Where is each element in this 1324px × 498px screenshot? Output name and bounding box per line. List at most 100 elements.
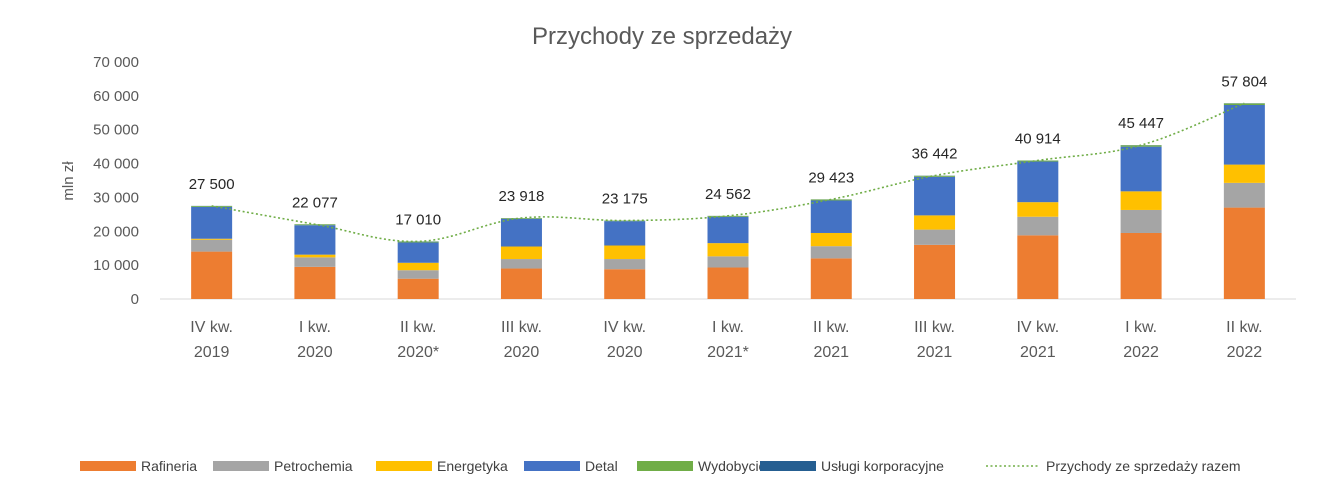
total-value-label: 40 914 (1015, 130, 1061, 147)
legend-label: Usługi korporacyjne (821, 458, 944, 474)
bar-segment (914, 244, 956, 299)
bar-segment (1120, 209, 1162, 233)
bar-segment (1017, 202, 1059, 217)
y-tick-label: 10 000 (93, 257, 139, 274)
bar-segment (604, 221, 646, 246)
bar-stacks (191, 103, 1265, 299)
bar-segment (914, 215, 956, 230)
total-line (211, 102, 1245, 243)
total-value-label: 29 423 (808, 169, 854, 186)
x-tick-label: IV kw. 2019 (190, 319, 233, 361)
y-tick-label: 20 000 (93, 223, 139, 240)
total-value-label: 23 175 (602, 191, 648, 208)
bar-segment (294, 266, 336, 299)
legend-swatch (524, 461, 580, 471)
y-tick-label: 30 000 (93, 189, 139, 206)
chart-title: Przychody ze sprzedaży (532, 23, 792, 50)
legend-item: Wydobycie (637, 458, 767, 474)
legend-item: Usługi korporacyjne (760, 458, 944, 474)
x-tick-label: II kw. 2022 (1226, 319, 1262, 361)
total-value-label: 23 918 (499, 188, 545, 205)
bar-segment (810, 258, 852, 299)
bar-segment (914, 175, 956, 177)
bar-stack (191, 205, 233, 299)
y-axis-label: mln zł (60, 161, 77, 201)
total-value-label: 45 447 (1118, 115, 1164, 132)
bar-segment (397, 241, 439, 243)
y-tick-label: 40 000 (93, 156, 139, 173)
bar-segment (1223, 103, 1265, 105)
y-tick-label: 50 000 (93, 122, 139, 139)
total-value-label: 27 500 (189, 176, 235, 193)
bar-segment (604, 245, 646, 260)
bar-stack (397, 241, 439, 299)
bar-segment (1223, 104, 1265, 165)
legend-label: Rafineria (141, 458, 197, 474)
bar-segment (707, 267, 749, 299)
bar-segment (1120, 191, 1162, 210)
bar-segment (500, 246, 542, 260)
bar-segment (397, 242, 439, 263)
bar-stack (500, 218, 542, 299)
bar-segment (397, 278, 439, 299)
bar-segment (604, 269, 646, 299)
bar-segment (500, 268, 542, 299)
bar-segment (707, 256, 749, 268)
x-axis-ticks: IV kw. 2019 I kw. 2020 II kw. 2020* III kw. 202… (190, 319, 1262, 361)
bar-segment (914, 229, 956, 245)
y-tick-label: 70 000 (93, 54, 139, 71)
x-tick-label: II kw. 2020* (397, 319, 439, 361)
legend-item: Energetyka (376, 458, 508, 474)
x-tick-label: III kw. 2020 (501, 319, 542, 361)
legend: Rafineria Petrochemia Energetyka Detal Wydob… (80, 458, 1241, 474)
legend-swatch (760, 461, 816, 471)
legend-swatch (637, 461, 693, 471)
legend-label: Przychody ze sprzedaży razem (1046, 458, 1241, 474)
total-value-label: 17 010 (395, 211, 441, 228)
bar-segment (191, 251, 233, 299)
bar-segment (500, 259, 542, 269)
total-value-label: 24 562 (705, 186, 751, 203)
legend-label: Petrochemia (274, 458, 353, 474)
bar-segment (707, 216, 749, 244)
bar-segment (1120, 232, 1162, 299)
x-tick-label: I kw. 2022 (1123, 319, 1159, 361)
legend-swatch (376, 461, 432, 471)
x-tick-label: IV kw. 2020 (603, 319, 646, 361)
bar-stack (1017, 160, 1059, 299)
bar-segment (500, 218, 542, 247)
total-value-label: 36 442 (912, 146, 958, 163)
total-value-label: 57 804 (1221, 73, 1267, 90)
bar-segment (1120, 145, 1162, 147)
legend-swatch (80, 461, 136, 471)
bar-segment (294, 225, 336, 255)
bar-segment (294, 257, 336, 267)
bar-segment (397, 270, 439, 279)
bar-segment (397, 262, 439, 271)
x-tick-label: IV kw. 2021 (1016, 319, 1059, 361)
bar-segment (191, 238, 233, 240)
bar-segment (191, 239, 233, 252)
legend-label: Wydobycie (698, 458, 767, 474)
legend-item: Przychody ze sprzedaży razem (986, 458, 1241, 474)
bar-segment (1223, 182, 1265, 208)
y-axis-ticks: 0 10 000 20 000 30 000 40 000 50 000 60 000 70 … (93, 54, 139, 308)
bar-segment (810, 246, 852, 259)
bar-stack (810, 199, 852, 299)
x-tick-label: I kw. 2021* (707, 319, 749, 361)
bar-segment (1017, 235, 1059, 299)
legend-swatch (213, 461, 269, 471)
bar-segment (1223, 207, 1265, 299)
bar-stack (1120, 145, 1162, 299)
x-tick-label: I kw. 2020 (297, 319, 333, 361)
x-tick-label: III kw. 2021 (914, 319, 955, 361)
legend-label: Energetyka (437, 458, 508, 474)
bar-segment (810, 200, 852, 233)
bar-stack (707, 215, 749, 299)
legend-item: Detal (524, 458, 618, 474)
bar-segment (914, 176, 956, 216)
y-tick-label: 60 000 (93, 88, 139, 105)
legend-item: Petrochemia (213, 458, 353, 474)
legend-label: Detal (585, 458, 618, 474)
